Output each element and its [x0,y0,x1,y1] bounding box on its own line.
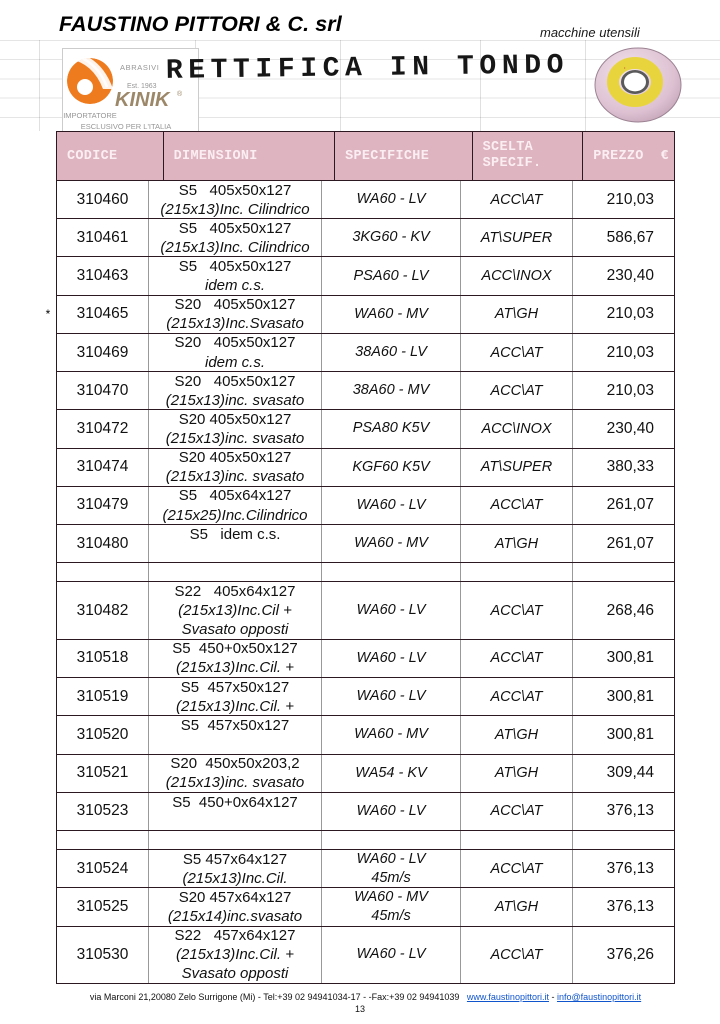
svg-text:ESCLUSIVO PER L'ITALIA: ESCLUSIVO PER L'ITALIA [81,122,172,131]
svg-text:KINIK: KINIK [115,89,171,111]
svg-text:ABRASIVI: ABRASIVI [120,63,159,72]
svg-text:IMPORTATORE: IMPORTATORE [63,111,117,120]
